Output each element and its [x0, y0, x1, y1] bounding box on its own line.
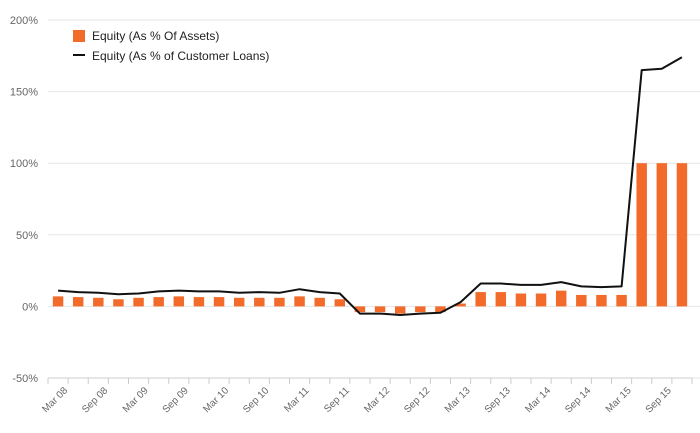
bar [435, 306, 446, 313]
bar [656, 163, 668, 307]
x-tick-label: Mar 12 [362, 385, 392, 415]
bar [415, 306, 426, 313]
bar [173, 296, 185, 307]
bar [274, 297, 285, 307]
legend-label-equity-loans: Equity (As % of Customer Loans) [92, 49, 269, 63]
bar [133, 297, 144, 307]
bar [314, 297, 325, 307]
x-tick-label: Mar 13 [443, 385, 473, 415]
bar [475, 292, 486, 307]
y-axis: -50% 0% 50% 100% 150% 200% [10, 15, 38, 385]
gridlines [48, 19, 700, 379]
legend: Equity (As % Of Assets) Equity (As % of … [73, 29, 269, 63]
bar [455, 303, 466, 307]
bar [596, 294, 607, 307]
x-tick-label: Sep 10 [241, 385, 271, 415]
x-tick-label: Mar 08 [40, 385, 70, 415]
bar [334, 299, 346, 307]
bar [52, 296, 64, 307]
x-tick-label: Mar 10 [201, 385, 231, 415]
bar [213, 297, 225, 307]
bar [374, 306, 386, 313]
bar [676, 163, 688, 307]
x-axis: Mar 08 Sep 08 Mar 09 Sep 09 Mar 10 Sep 10 Mar … [40, 378, 693, 416]
bar [535, 293, 547, 307]
x-tick-label: Sep 13 [483, 385, 513, 415]
x-tick-label: Sep 12 [402, 385, 432, 415]
x-tick-label: Mar 09 [121, 385, 151, 415]
x-tick-label: Mar 15 [604, 385, 634, 415]
y-tick-label: 100% [10, 158, 38, 170]
bar-series [52, 163, 688, 314]
bar [555, 290, 567, 307]
y-tick-label: 50% [16, 230, 38, 242]
bar [233, 297, 245, 307]
x-tick-label: Mar 11 [282, 385, 312, 415]
x-tick-label: Sep 08 [80, 385, 110, 415]
bar [515, 293, 527, 307]
y-tick-label: -50% [12, 373, 38, 385]
bar [636, 163, 647, 307]
y-tick-label: 150% [10, 87, 38, 99]
bar [495, 292, 507, 307]
legend-swatch-equity-assets [73, 30, 85, 42]
bar [394, 306, 406, 314]
x-tick-label: Sep 15 [644, 385, 674, 415]
x-tick-label: Sep 09 [161, 385, 191, 415]
bar [72, 297, 84, 307]
bar [294, 296, 305, 307]
bar [193, 297, 205, 307]
y-tick-label: 0% [22, 301, 38, 313]
x-tick-label: Mar 14 [523, 385, 553, 415]
bar [354, 306, 366, 313]
bar [93, 297, 104, 307]
bar [254, 297, 265, 307]
line-series [58, 56, 683, 316]
legend-label-equity-assets: Equity (As % Of Assets) [92, 29, 219, 43]
x-tick-label: Sep 11 [322, 385, 352, 415]
series-line [58, 56, 683, 316]
x-tick-label: Sep 14 [563, 385, 593, 415]
y-tick-label: 200% [10, 15, 38, 27]
bar [576, 294, 587, 307]
bar [153, 297, 164, 307]
bar [616, 294, 627, 307]
bar [113, 299, 124, 307]
